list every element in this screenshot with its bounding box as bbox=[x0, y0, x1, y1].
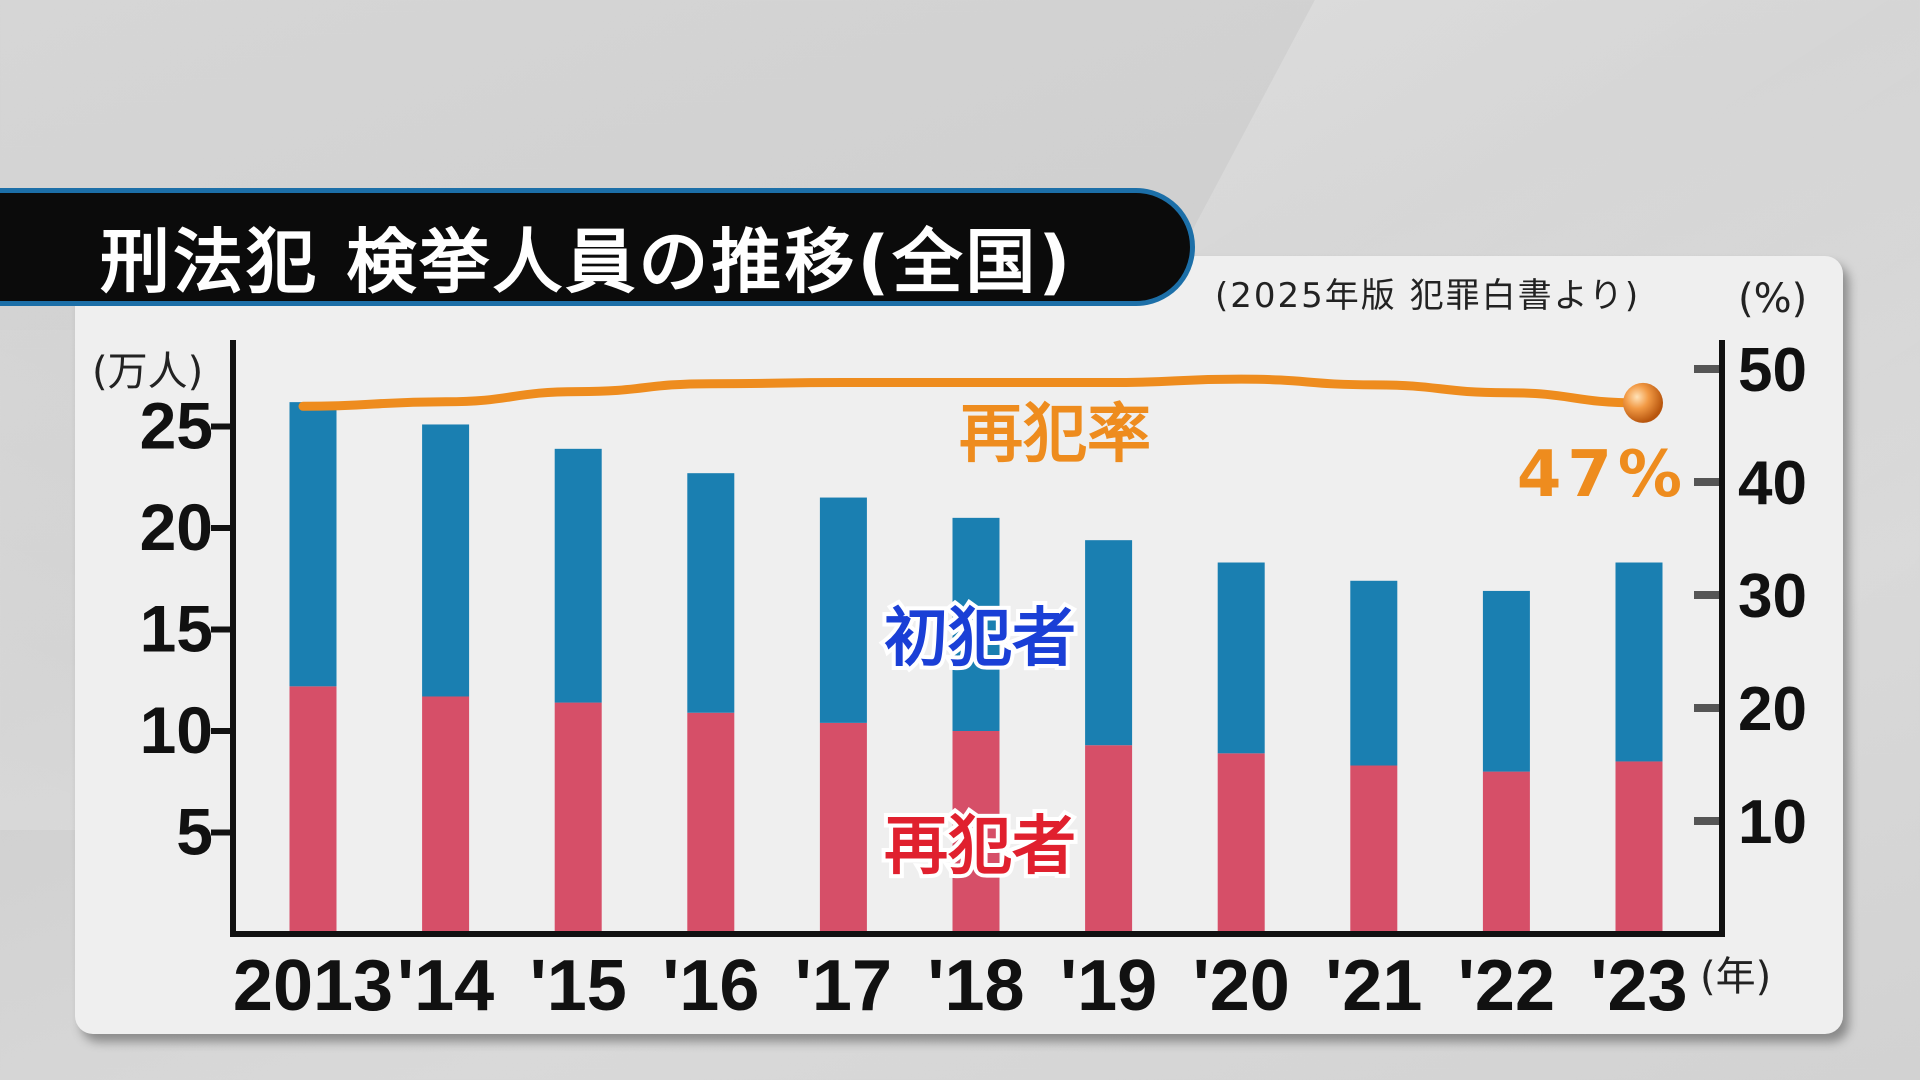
right-tick-label: 50 bbox=[1738, 336, 1807, 405]
bar-first-offenders bbox=[1482, 590, 1530, 772]
right-tick-label: 30 bbox=[1738, 562, 1807, 631]
bar-first-offenders bbox=[687, 473, 735, 713]
bar-first-offenders bbox=[289, 402, 337, 687]
bar-repeat-offenders bbox=[1217, 753, 1265, 934]
x-tick-label: '16 bbox=[662, 946, 759, 1026]
recidivism-endpoint-marker bbox=[1623, 382, 1663, 423]
bar-repeat-offenders bbox=[289, 686, 337, 934]
x-tick-label: '19 bbox=[1060, 946, 1157, 1026]
left-tick-label: 25 bbox=[140, 389, 213, 463]
bar-repeat-offenders bbox=[1615, 761, 1663, 934]
bar-repeat-offenders bbox=[687, 712, 735, 934]
left-tick-label: 10 bbox=[140, 693, 213, 767]
left-tick-label: 15 bbox=[140, 592, 213, 666]
bar-repeat-offenders bbox=[1482, 771, 1530, 934]
x-tick-label: '14 bbox=[397, 946, 494, 1026]
title-bar bbox=[0, 188, 1195, 306]
x-tick-label: '23 bbox=[1590, 946, 1687, 1026]
bar-repeat-offenders bbox=[952, 731, 1000, 934]
x-tick-label: 2013 bbox=[233, 946, 393, 1026]
bar-repeat-offenders bbox=[422, 696, 470, 934]
recidivism-end-value: 47% bbox=[1517, 438, 1688, 512]
series-label-repeat-offenders: 再犯者 bbox=[884, 810, 1076, 884]
right-axis-unit: (%) bbox=[1738, 276, 1807, 322]
right-tick-label: 10 bbox=[1738, 788, 1807, 857]
right-tick-label: 40 bbox=[1738, 449, 1807, 518]
left-tick-label: 20 bbox=[140, 490, 213, 564]
chart-title: 刑法犯 検挙人員の推移(全国) bbox=[100, 221, 1074, 303]
bar-first-offenders bbox=[1217, 562, 1265, 754]
bar-repeat-offenders bbox=[554, 702, 602, 934]
x-tick-label: '17 bbox=[795, 946, 892, 1026]
x-tick-label: '20 bbox=[1193, 946, 1290, 1026]
x-tick-label: '18 bbox=[927, 946, 1024, 1026]
x-tick-label: '15 bbox=[530, 946, 627, 1026]
left-tick-label: 5 bbox=[176, 795, 213, 869]
x-tick-label: '22 bbox=[1458, 946, 1555, 1026]
bar-repeat-offenders bbox=[1350, 765, 1398, 934]
bar-first-offenders bbox=[819, 497, 867, 723]
bar-first-offenders bbox=[952, 517, 1000, 731]
x-tick-label: '21 bbox=[1325, 946, 1422, 1026]
left-axis-unit: (万人) bbox=[92, 349, 203, 395]
bar-repeat-offenders bbox=[819, 722, 867, 934]
recidivism-rate-line bbox=[298, 374, 1644, 411]
x-axis-unit: (年) bbox=[1700, 954, 1771, 1000]
bar-repeat-offenders bbox=[1085, 745, 1133, 934]
series-label-first-offenders: 初犯者 bbox=[884, 602, 1076, 676]
bar-first-offenders bbox=[1615, 562, 1663, 762]
source-note: (2025年版 犯罪白書より) bbox=[1215, 276, 1641, 316]
bar-first-offenders bbox=[1350, 580, 1398, 766]
series-label-recidivism-rate: 再犯率 bbox=[959, 398, 1151, 472]
bar-first-offenders bbox=[422, 424, 470, 697]
right-tick-label: 20 bbox=[1738, 675, 1807, 744]
bar-first-offenders bbox=[554, 448, 602, 703]
bar-first-offenders bbox=[1085, 540, 1133, 746]
